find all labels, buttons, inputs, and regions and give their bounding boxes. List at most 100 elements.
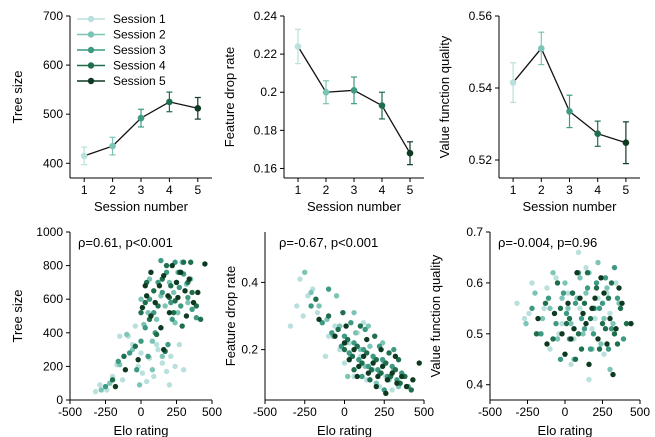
scatter-point — [379, 340, 386, 346]
scatter-point — [572, 356, 579, 362]
y-tick-label: 0.56 — [469, 9, 493, 23]
scatter-point — [325, 333, 332, 339]
scatter-point — [389, 363, 395, 370]
scatter-point — [185, 299, 191, 306]
scatter-point — [142, 299, 148, 306]
scatter-point — [544, 285, 550, 291]
scatter-point — [344, 373, 351, 380]
scatter-point — [596, 346, 603, 352]
scatter-point — [386, 350, 392, 356]
y-axis-label: Feature drop rate — [222, 47, 237, 147]
scatter-point — [153, 331, 160, 338]
y-tick-label: 0.2 — [241, 343, 258, 357]
scatter-point — [145, 353, 151, 360]
scatter-point — [151, 373, 157, 380]
correlation-annotation: ρ=-0.67, p<0.001 — [279, 235, 378, 250]
scatter-point — [364, 350, 370, 356]
scatter-point — [126, 350, 133, 356]
scatter-point — [175, 309, 181, 316]
y-tick-label: 400 — [43, 326, 63, 340]
scatter-point — [607, 366, 613, 373]
scatter-series — [523, 259, 622, 373]
scatter-point — [568, 361, 574, 368]
scatter-point — [384, 377, 391, 383]
scatter-point — [319, 320, 325, 326]
scatter-point — [410, 377, 416, 383]
scatter-point — [305, 293, 311, 299]
y-tick-label: 600 — [43, 58, 63, 72]
scatter-point — [605, 295, 612, 301]
scatter-point — [550, 270, 556, 276]
y-tick-label: 800 — [43, 259, 63, 273]
scatter-point — [581, 300, 588, 306]
scatter-point — [614, 341, 621, 347]
data-point — [594, 130, 601, 138]
scatter-point — [156, 283, 163, 289]
scatter-point — [142, 283, 148, 289]
scatter-point — [169, 316, 175, 323]
scatter-point — [136, 382, 143, 388]
scatter-point — [389, 370, 395, 376]
scatter-point — [149, 367, 156, 373]
scatter-point — [308, 303, 314, 309]
scatter-point — [602, 275, 609, 281]
scatter-series — [313, 296, 414, 393]
x-tick-label: 500 — [202, 405, 222, 419]
scatter-point — [611, 264, 618, 271]
scatter-point — [166, 309, 173, 316]
x-tick-label: 5 — [623, 183, 630, 197]
y-tick-label: 600 — [43, 292, 63, 306]
data-point — [322, 88, 330, 96]
y-axis-label: Tree size — [10, 71, 25, 124]
x-tick-label: 500 — [630, 405, 650, 419]
scatter-point — [563, 310, 570, 317]
scatter-point — [379, 356, 386, 363]
x-tick-label: 0 — [341, 405, 348, 419]
scatter-point — [593, 285, 600, 291]
scatter-point — [580, 331, 586, 337]
scatter-point — [360, 320, 367, 326]
scatter-point — [360, 346, 367, 353]
scatter-point — [375, 373, 381, 380]
scatter-point — [586, 361, 592, 368]
scatter-point — [97, 382, 103, 388]
scatter-point — [595, 259, 601, 266]
legend-label: Session 4 — [113, 59, 166, 73]
correlation-annotation: ρ=-0.004, p=0.96 — [498, 235, 597, 250]
scatter-point — [595, 336, 601, 342]
scatter-point — [557, 356, 564, 362]
scatter-point — [351, 367, 357, 373]
scatter-point — [607, 315, 613, 322]
scatter-point — [577, 275, 583, 281]
scatter-point — [163, 368, 170, 375]
scatter-point — [351, 309, 357, 316]
scatter-point — [302, 269, 308, 276]
y-axis-label: Value function quality — [428, 254, 443, 377]
y-tick-label: 0.54 — [469, 81, 493, 95]
scatter-point — [341, 360, 348, 366]
scatter-point — [542, 300, 549, 306]
x-tick-label: -500 — [58, 405, 82, 419]
data-point — [350, 87, 358, 94]
scatter-point — [294, 303, 300, 309]
scatter-point — [367, 377, 373, 383]
scatter-point — [188, 259, 194, 265]
scatter-point — [389, 387, 395, 393]
scatter-point — [179, 323, 185, 329]
y-tick-label: 400 — [43, 156, 63, 170]
correlation-annotation: ρ=0.61, p<0.001 — [78, 235, 173, 250]
scatter-series — [102, 257, 200, 390]
scatter-point — [562, 351, 568, 357]
scatter-point — [109, 377, 116, 383]
scatter-point — [155, 346, 161, 353]
scatter-point — [590, 331, 597, 337]
scatter-point — [569, 290, 576, 296]
data-point — [194, 104, 202, 112]
scatter-point — [348, 320, 354, 326]
scatter-point — [153, 341, 160, 348]
scatter-point — [359, 373, 365, 380]
x-tick-label: 0 — [562, 405, 569, 419]
scatter-point — [122, 367, 129, 373]
scatter-point — [593, 280, 600, 286]
scatter-point — [583, 264, 589, 271]
